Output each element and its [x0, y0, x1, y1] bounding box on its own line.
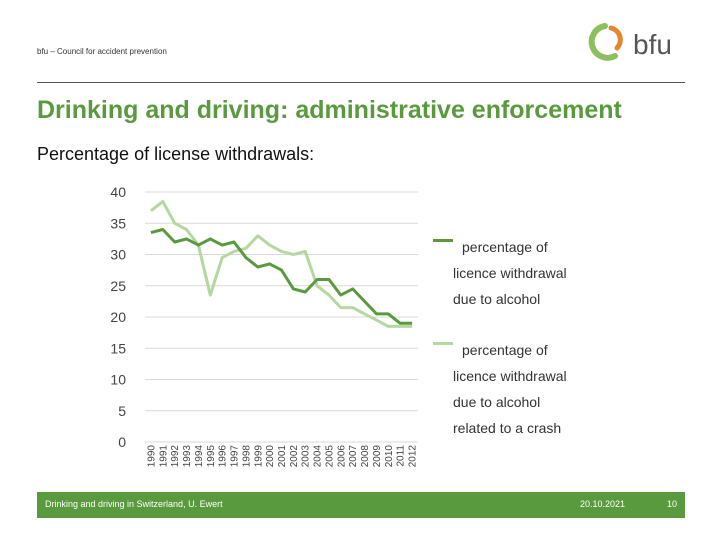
x-axis-ticks: 1990 1991 1992 1993 1994 1995 1996 1997 1998 1999…: [146, 445, 418, 468]
chart-grid: [145, 191, 418, 443]
x-tick-label: 2011: [396, 445, 407, 467]
chart-series: [149, 199, 413, 328]
footer-date: 20.10.2021: [580, 499, 626, 509]
footer-page-number: 10: [667, 499, 678, 509]
series-line-alcohol: [150, 228, 413, 325]
y-tick-label: 5: [118, 403, 126, 419]
y-tick-label: 40: [110, 184, 126, 200]
series-line-alcohol-crash: [149, 199, 413, 328]
x-tick-label: 1991: [158, 445, 169, 468]
legend-label: due to alcohol: [453, 291, 541, 307]
x-tick-label: 1999: [253, 445, 264, 468]
y-tick-label: 15: [110, 340, 126, 356]
legend-label: licence withdrawal: [453, 265, 567, 281]
x-tick-label: 1993: [182, 445, 193, 468]
x-tick-label: 2005: [324, 445, 335, 468]
x-tick-label: 2007: [348, 445, 359, 468]
x-tick-label: 2000: [265, 445, 276, 468]
x-tick-label: 1998: [241, 445, 252, 468]
bfu-logo: bfu: [588, 23, 672, 61]
x-tick-label: 2006: [336, 445, 347, 468]
x-tick-label: 1992: [170, 445, 181, 468]
x-tick-label: 2009: [372, 445, 383, 468]
x-tick-label: 1994: [194, 445, 205, 468]
footer-bar: Drinking and driving in Switzerland, U. …: [37, 492, 685, 518]
x-tick-label: 1997: [230, 445, 241, 468]
header-rule: [37, 82, 685, 83]
x-tick-label: 2001: [277, 445, 288, 468]
legend-label: percentage of: [462, 239, 548, 255]
x-tick-label: 1995: [206, 445, 217, 468]
bfu-logo-mark-icon: [588, 23, 623, 61]
y-tick-label: 10: [110, 372, 126, 388]
legend-swatch: [433, 239, 453, 242]
x-tick-label: 2010: [384, 445, 395, 468]
x-tick-label: 2012: [408, 445, 419, 468]
page-subtitle: Percentage of license withdrawals:: [37, 144, 315, 164]
legend-label: licence withdrawal: [453, 368, 567, 384]
organization-name: bfu – Council for accident prevention: [37, 47, 167, 56]
y-axis-ticks: 0 5 10 15 20 25 30 35 40: [110, 184, 126, 450]
legend-label: due to alcohol: [453, 394, 541, 410]
legend-label: percentage of: [462, 342, 548, 358]
x-tick-label: 1996: [218, 445, 229, 468]
x-tick-label: 2002: [289, 445, 300, 468]
footer-source: Drinking and driving in Switzerland, U. …: [45, 499, 223, 509]
y-tick-label: 35: [110, 215, 126, 231]
x-tick-label: 2003: [301, 445, 312, 468]
legend-swatch: [433, 342, 453, 345]
x-tick-label: 1990: [146, 445, 157, 468]
y-tick-label: 0: [118, 434, 126, 450]
page-title: Drinking and driving: administrative enf…: [37, 96, 622, 124]
legend-label: related to a crash: [453, 420, 562, 436]
x-tick-label: 2008: [360, 445, 371, 468]
y-tick-label: 20: [110, 309, 126, 325]
x-tick-label: 2004: [313, 445, 324, 468]
y-tick-label: 30: [110, 247, 126, 263]
y-tick-label: 25: [110, 278, 126, 294]
logo-text: bfu: [633, 29, 672, 60]
